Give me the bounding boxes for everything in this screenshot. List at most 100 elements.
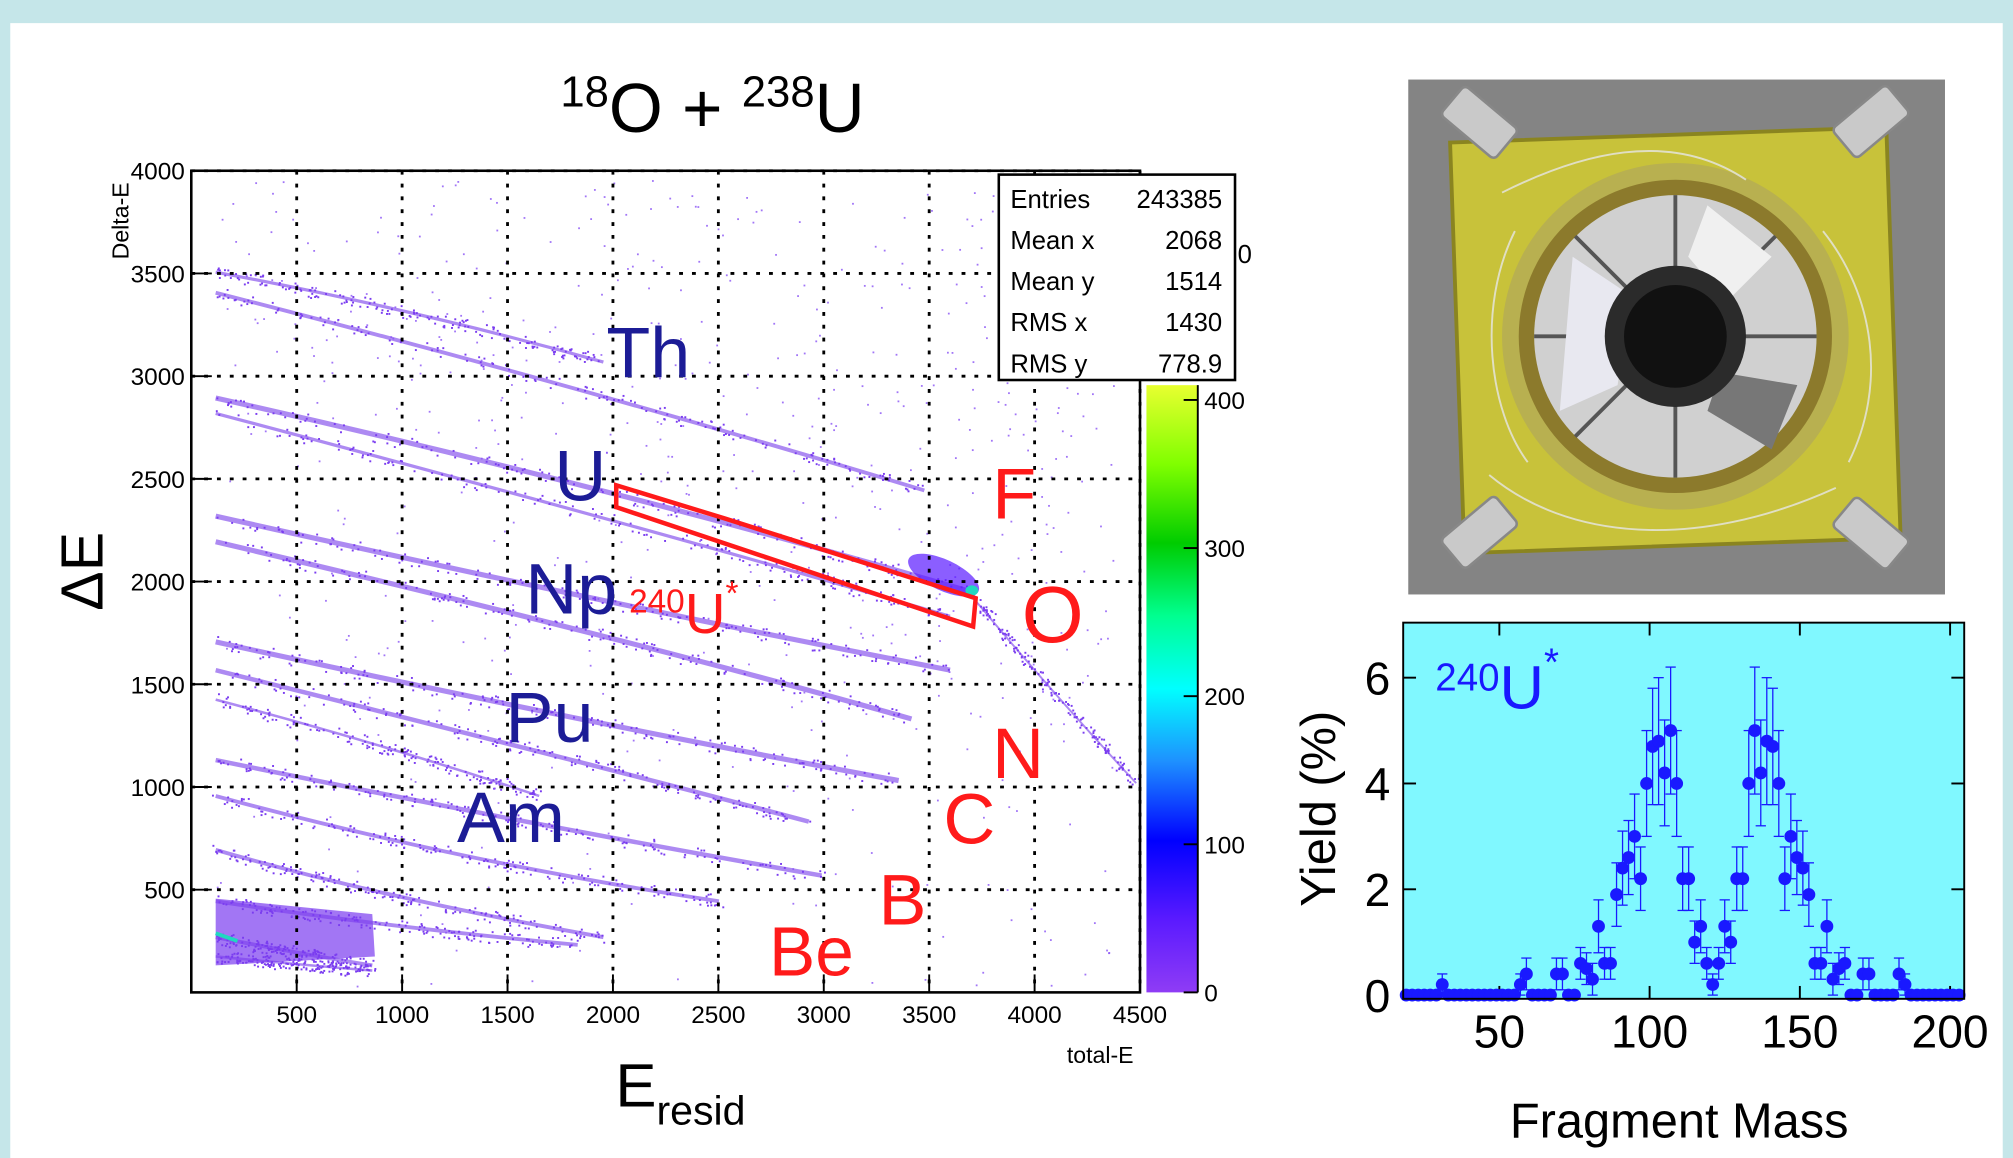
density-dot: [1127, 769, 1130, 772]
density-dot: [645, 776, 648, 779]
density-dot: [1082, 716, 1085, 719]
density-dot: [1104, 749, 1107, 751]
density-dot: [810, 729, 813, 732]
density-dot: [976, 263, 979, 266]
density-dot: [436, 560, 439, 563]
density-dot: [1009, 637, 1011, 640]
density-dot: [1000, 662, 1003, 665]
density-dot: [354, 963, 357, 966]
density-dot: [643, 737, 646, 740]
density-dot: [392, 891, 395, 894]
density-dot: [418, 925, 421, 928]
density-dot: [504, 867, 507, 869]
density-dot: [358, 574, 361, 577]
density-dot: [265, 551, 268, 554]
density-dot: [493, 540, 496, 542]
density-dot: [386, 312, 388, 315]
density-dot: [875, 599, 878, 602]
density-dot: [466, 319, 469, 322]
density-dot: [511, 346, 514, 349]
density-dot: [553, 926, 555, 929]
density-dot: [299, 288, 302, 291]
density-dot: [1017, 644, 1020, 647]
density-dot: [431, 694, 434, 697]
density-dot: [531, 796, 534, 799]
density-dot: [699, 903, 702, 906]
density-dot: [768, 815, 771, 818]
density-dot: [1002, 632, 1005, 635]
density-dot: [388, 746, 391, 748]
density-dot: [272, 412, 275, 415]
density-dot: [240, 799, 243, 802]
density-dot: [293, 962, 296, 965]
density-dot: [398, 894, 401, 897]
density-dot: [247, 769, 250, 772]
density-dot: [639, 603, 642, 606]
density-dot: [597, 360, 600, 363]
density-dot: [289, 286, 292, 289]
density-dot: [418, 685, 421, 688]
density-dot: [568, 514, 571, 517]
density-dot: [509, 868, 512, 871]
density-dot: [715, 621, 718, 624]
density-dot: [260, 713, 263, 716]
density-dot: [802, 762, 805, 765]
density-dot: [973, 407, 976, 410]
density-dot: [1008, 392, 1010, 395]
density-dot: [815, 463, 818, 466]
data-point: [1513, 978, 1527, 991]
density-dot: [468, 709, 470, 711]
density-dot: [232, 203, 235, 205]
density-dot: [318, 729, 321, 732]
density-dot: [663, 406, 666, 409]
density-dot: [606, 398, 609, 401]
density-dot: [387, 432, 390, 435]
density-dot: [650, 208, 652, 210]
density-dot: [548, 472, 551, 475]
density-dot: [594, 935, 597, 938]
density-dot: [327, 694, 330, 697]
density-dot: [426, 316, 429, 319]
density-dot: [560, 348, 563, 351]
density-dot: [375, 892, 378, 895]
density-dot: [399, 931, 402, 934]
density-dot: [366, 747, 369, 750]
density-dot: [630, 903, 633, 905]
density-dot: [652, 259, 655, 262]
density-dot: [820, 761, 823, 763]
density-dot: [340, 671, 343, 674]
density-dot: [402, 316, 405, 319]
y-tick-label: 3500: [131, 261, 185, 288]
density-dot: [1065, 701, 1067, 703]
density-dot: [979, 715, 982, 718]
density-dot: [650, 643, 653, 646]
density-dot: [1128, 774, 1131, 777]
x-tick-label: 200: [1912, 1006, 1989, 1058]
density-dot: [509, 583, 512, 586]
density-dot: [1054, 700, 1056, 702]
density-dot: [298, 659, 300, 661]
density-dot: [563, 877, 566, 880]
density-dot: [661, 784, 664, 787]
density-dot: [724, 433, 727, 435]
density-dot: [651, 610, 654, 613]
density-dot: [386, 647, 389, 650]
density-dot: [1061, 430, 1064, 433]
density-dot: [535, 713, 538, 716]
density-dot: [267, 963, 269, 966]
density-dot: [663, 853, 666, 856]
density-dot: [926, 193, 929, 196]
density-dot: [660, 423, 663, 425]
density-dot: [765, 864, 768, 867]
density-dot: [430, 851, 433, 854]
density-dot: [608, 882, 611, 885]
density-dot: [231, 806, 234, 809]
density-dot: [640, 406, 643, 409]
density-dot: [979, 610, 982, 613]
density-dot: [555, 621, 558, 624]
density-dot: [272, 872, 275, 875]
density-dot: [403, 747, 406, 750]
density-dot: [386, 554, 388, 557]
density-dot: [378, 923, 381, 926]
density-dot: [425, 931, 428, 934]
